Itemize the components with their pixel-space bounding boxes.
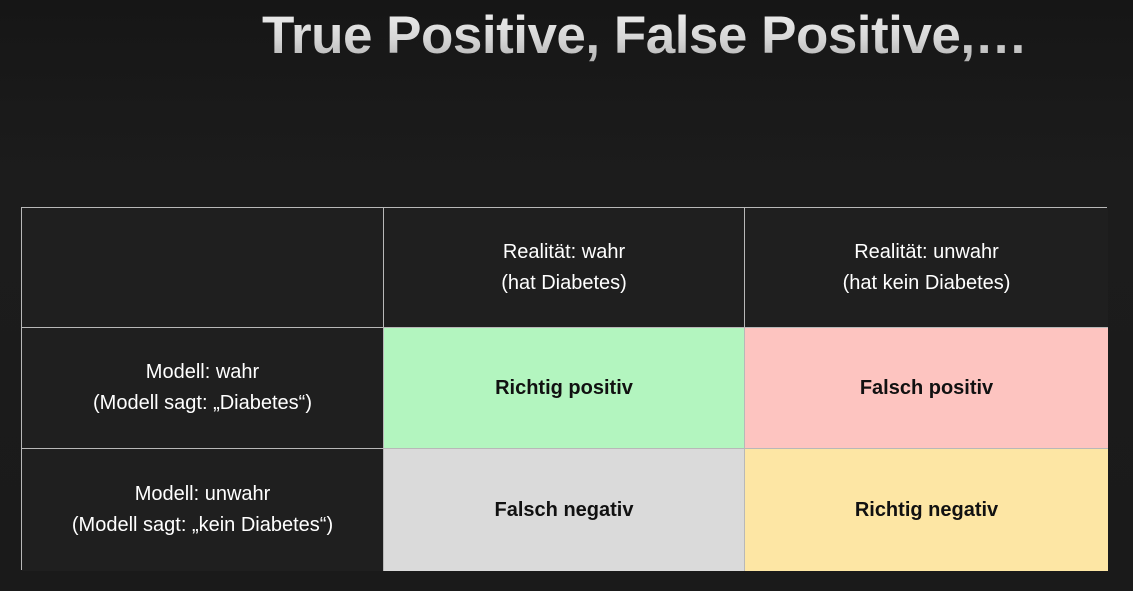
row-header-model-true: Modell: wahr (Modell sagt: „Diabetes“) [22,328,384,449]
column-header-reality-true: Realität: wahr (hat Diabetes) [384,208,745,328]
column-header-title: Realität: wahr [502,240,626,263]
column-header-reality-false: Realität: unwahr (hat kein Diabetes) [745,208,1108,328]
row-header-title: Modell: unwahr [134,483,271,505]
cell-true-negative: Richtig negativ [745,449,1108,571]
row-header-title: Modell: wahr [145,361,260,383]
slide-title: True Positive, False Positive,… [262,4,1028,68]
column-header-subtitle: (hat Diabetes) [501,271,627,294]
cell-false-negative: Falsch negativ [384,449,745,571]
row-header-subtitle: (Modell sagt: „kein Diabetes“) [71,514,334,536]
cell-true-positive: Richtig positiv [384,328,745,449]
confusion-matrix: Realität: wahr (hat Diabetes) Realität: … [21,207,1108,571]
matrix-corner-cell [22,208,384,328]
row-header-model-false: Modell: unwahr (Modell sagt: „kein Diabe… [22,449,384,571]
cell-false-positive: Falsch positiv [745,328,1108,449]
column-header-title: Realität: unwahr [854,240,999,263]
row-header-subtitle: (Modell sagt: „Diabetes“) [93,392,312,414]
column-header-subtitle: (hat kein Diabetes) [842,271,1011,294]
